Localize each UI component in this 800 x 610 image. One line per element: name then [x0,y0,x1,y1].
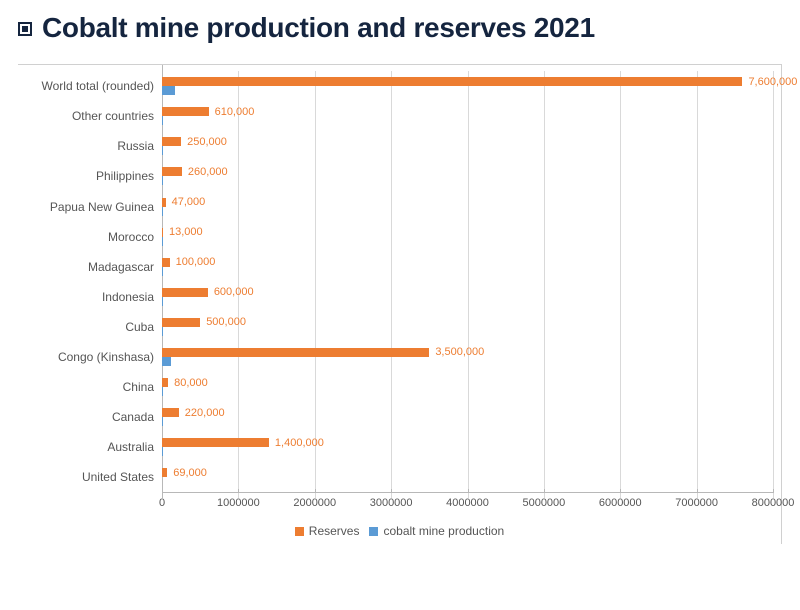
bar-value-label: 1,400,000 [275,437,324,449]
x-tick-label: 6000000 [599,497,642,509]
data-row: 100,000 [162,252,773,282]
y-axis-label: Indonesia [18,282,158,312]
bar-value-label: 250,000 [187,136,227,148]
y-axis-label: Australia [18,432,158,462]
x-tick-label: 1000000 [217,497,260,509]
y-axis-label: Russia [18,131,158,161]
bar-value-label: 3,500,000 [435,346,484,358]
x-tick-label: 3000000 [370,497,413,509]
y-axis-label: Madagascar [18,252,158,282]
bar-reserves: 500,000 [162,318,200,327]
bar-value-label: 47,000 [172,196,206,208]
legend-item-production: cobalt mine production [369,524,504,538]
y-axis-label: United States [18,462,158,492]
bar-value-label: 100,000 [176,256,216,268]
bar-value-label: 260,000 [188,166,228,178]
data-row: 80,000 [162,372,773,402]
data-row: 260,000 [162,161,773,191]
bar-reserves: 250,000 [162,137,181,146]
bar-reserves: 47,000 [162,198,166,207]
data-row: 3,500,000 [162,342,773,372]
data-row: 500,000 [162,312,773,342]
bar-reserves: 600,000 [162,288,208,297]
bar-reserves: 220,000 [162,408,179,417]
chart-legend: Reserves cobalt mine production [18,524,781,538]
x-tick-mark [773,489,774,493]
bar-production [162,146,163,155]
x-tick-mark [238,489,239,493]
x-tick-label: 5000000 [522,497,565,509]
y-axis-label: World total (rounded) [18,71,158,101]
bar-reserves: 69,000 [162,468,167,477]
bar-value-label: 500,000 [206,316,246,328]
y-axis-label: Other countries [18,101,158,131]
x-tick-mark [162,489,163,493]
bar-reserves: 80,000 [162,378,168,387]
x-tick-mark [697,489,698,493]
chart-title-row: Cobalt mine production and reserves 2021 [0,0,800,50]
x-tick-label: 4000000 [446,497,489,509]
bar-reserves: 3,500,000 [162,348,429,357]
bar-reserves: 100,000 [162,258,170,267]
x-tick-mark [544,489,545,493]
y-axis-label: Cuba [18,312,158,342]
bar-reserves: 260,000 [162,167,182,176]
y-axis-label: Congo (Kinshasa) [18,342,158,372]
gridline [773,71,774,498]
plot-area: 7,600,000 610,000 250,000 260,000 47,000 13,0… [162,71,773,492]
data-row: 1,400,000 [162,432,773,462]
legend-swatch-production [369,527,378,536]
bar-value-label: 13,000 [169,226,203,238]
x-tick-mark [315,489,316,493]
y-axis-label: Canada [18,402,158,432]
bar-value-label: 610,000 [215,106,255,118]
bar-reserves: 13,000 [162,228,163,237]
x-tick-mark [620,489,621,493]
chart-title: Cobalt mine production and reserves 2021 [42,12,595,44]
y-axis-label: Morocco [18,222,158,252]
legend-label-production: cobalt mine production [383,524,504,538]
data-row: 47,000 [162,192,773,222]
x-axis: 0 1000000 2000000 3000000 4000000 5000000 6000… [162,492,773,512]
legend-item-reserves: Reserves [295,524,360,538]
data-row: 600,000 [162,282,773,312]
data-row: 7,600,000 [162,71,773,101]
x-tick-mark [468,489,469,493]
y-axis-label: Papua New Guinea [18,192,158,222]
bar-reserves: 7,600,000 [162,77,742,86]
bar-reserves: 1,400,000 [162,438,269,447]
x-tick-label: 7000000 [675,497,718,509]
x-tick-label: 8000000 [752,497,795,509]
y-axis-labels: World total (rounded)Other countriesRuss… [18,71,158,492]
data-row: 220,000 [162,402,773,432]
data-row: 69,000 [162,462,773,492]
x-tick-mark [391,489,392,493]
bar-reserves: 610,000 [162,107,209,116]
y-axis-label: China [18,372,158,402]
legend-swatch-reserves [295,527,304,536]
bar-value-label: 600,000 [214,286,254,298]
data-row: 250,000 [162,131,773,161]
legend-label-reserves: Reserves [309,524,360,538]
chart-container: World total (rounded)Other countriesRuss… [18,64,782,544]
x-tick-label: 0 [159,497,165,509]
bar-production [162,86,175,95]
bar-production [162,116,163,125]
data-row: 13,000 [162,222,773,252]
bar-value-label: 220,000 [185,407,225,419]
bar-value-label: 7,600,000 [748,76,797,88]
bar-production [162,357,171,366]
bar-value-label: 69,000 [173,467,207,479]
title-bullet-icon [18,22,32,36]
bar-value-label: 80,000 [174,377,208,389]
data-row: 610,000 [162,101,773,131]
x-tick-label: 2000000 [293,497,336,509]
y-axis-label: Philippines [18,161,158,191]
